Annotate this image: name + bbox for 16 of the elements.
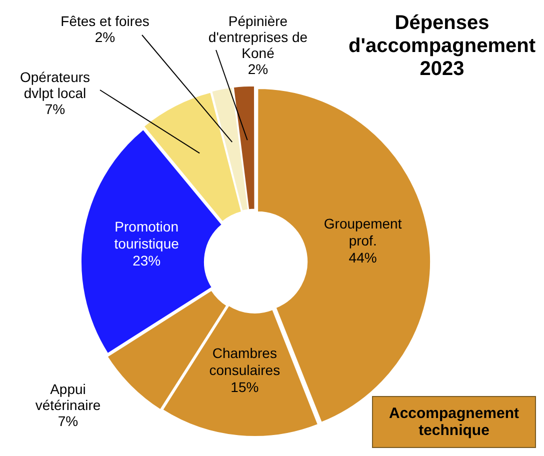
data-label: 44% <box>348 249 377 266</box>
slice-label: Fêtes et foires <box>60 12 150 29</box>
slice-label: Pépinière d'entreprises de Koné <box>208 12 308 61</box>
data-label: 7% <box>58 412 78 429</box>
slice-label: Chambres consulaires <box>209 345 280 378</box>
data-label: 7% <box>44 100 66 117</box>
data-label: 2% <box>94 28 116 45</box>
slice-label: Groupement prof. <box>324 215 402 248</box>
text: Accompagnement technique <box>372 396 536 448</box>
slice-label: Promotion touristique <box>114 218 180 252</box>
data-label: 15% <box>230 379 259 396</box>
data-label: 23% <box>132 252 161 269</box>
slice-label: Appui vétérinaire <box>35 380 101 413</box>
text: Dépenses d'accompagnement 2023 <box>347 12 537 81</box>
slice-label: Opérateurs dvlpt local <box>20 68 90 101</box>
data-label: 2% <box>248 60 268 77</box>
